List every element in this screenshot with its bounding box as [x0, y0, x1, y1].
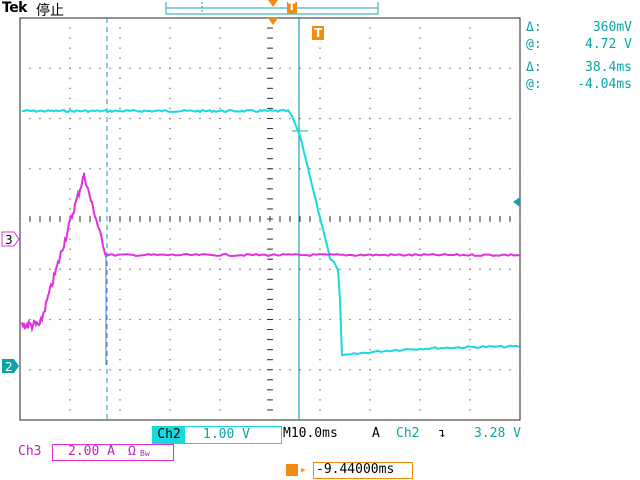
- trigger-position-box: [313, 462, 413, 479]
- ch2-scale-box[interactable]: Ch2 1.00 V: [152, 426, 282, 444]
- trigger-position-readout[interactable]: ▸ -9.44000ms: [286, 462, 436, 479]
- ch2-label: Ch2: [153, 427, 185, 443]
- timebase-label: M: [283, 426, 291, 441]
- ch3-scale-value: 2.00 A: [68, 444, 115, 459]
- ch2-marker-label: 2: [5, 360, 13, 374]
- voltage-delta-symbol: Δ:: [526, 20, 542, 35]
- trigger-marker-label: T: [288, 0, 296, 13]
- ch2-scale-value: 1.00 V: [203, 427, 250, 442]
- ch2-ground-marker[interactable]: [2, 359, 19, 373]
- trigger-point-marker[interactable]: [312, 26, 324, 40]
- voltage-at-value: 4.72 V: [585, 37, 632, 52]
- trigger-position-arrow-icon: ▸: [300, 463, 307, 476]
- voltage-at-symbol: @:: [526, 37, 542, 52]
- trigger-point-label: T: [314, 26, 323, 40]
- time-at-symbol: @:: [526, 77, 542, 92]
- trigger-position-arrow-top[interactable]: [268, 0, 278, 7]
- trigger-source: Ch2: [396, 426, 420, 441]
- trigger-level: 3.28 V: [474, 426, 521, 441]
- time-delta-value: 38.4ms: [585, 60, 632, 75]
- time-at-value: -4.04ms: [577, 77, 632, 92]
- trigger-position-value: -9.44000ms: [316, 462, 395, 477]
- ch3-marker-label: 3: [5, 233, 13, 247]
- trigger-level-arrow[interactable]: [513, 197, 520, 207]
- ch3-readout[interactable]: Ch3 2.00 A Ω Bw: [18, 444, 174, 461]
- trigger-readout[interactable]: A Ch2 ↴ 3.28 V: [372, 426, 522, 442]
- ch3-scale-box: [52, 444, 174, 461]
- voltage-delta-value: 360mV: [592, 20, 632, 35]
- ch3-suffix: Ω: [128, 444, 136, 459]
- ch3-label: Ch3: [18, 444, 42, 459]
- trigger-slope-icon: ↴: [438, 426, 446, 441]
- trigger-mode: A: [372, 426, 380, 441]
- brand-logo: Tek: [2, 0, 28, 16]
- trigger-position-arrow[interactable]: [268, 18, 278, 25]
- run-state-label: 停止: [36, 3, 64, 19]
- time-delta-symbol: Δ:: [526, 60, 542, 75]
- timebase-value: 10.0ms: [290, 426, 338, 441]
- timebase-readout[interactable]: M10.0ms: [283, 426, 363, 442]
- cursor-readout-panel: Δ: 360mV @: 4.72 V Δ: 38.4ms @: -4.04ms: [526, 20, 638, 96]
- ch3-ground-marker[interactable]: [1, 231, 20, 247]
- trigger-position-icon: [286, 464, 298, 476]
- ch3-bw-icon: Bw: [140, 449, 150, 458]
- record-position-bar: [165, 2, 379, 15]
- ch3-waveform: [21, 172, 521, 333]
- ch2-waveform: [21, 108, 520, 357]
